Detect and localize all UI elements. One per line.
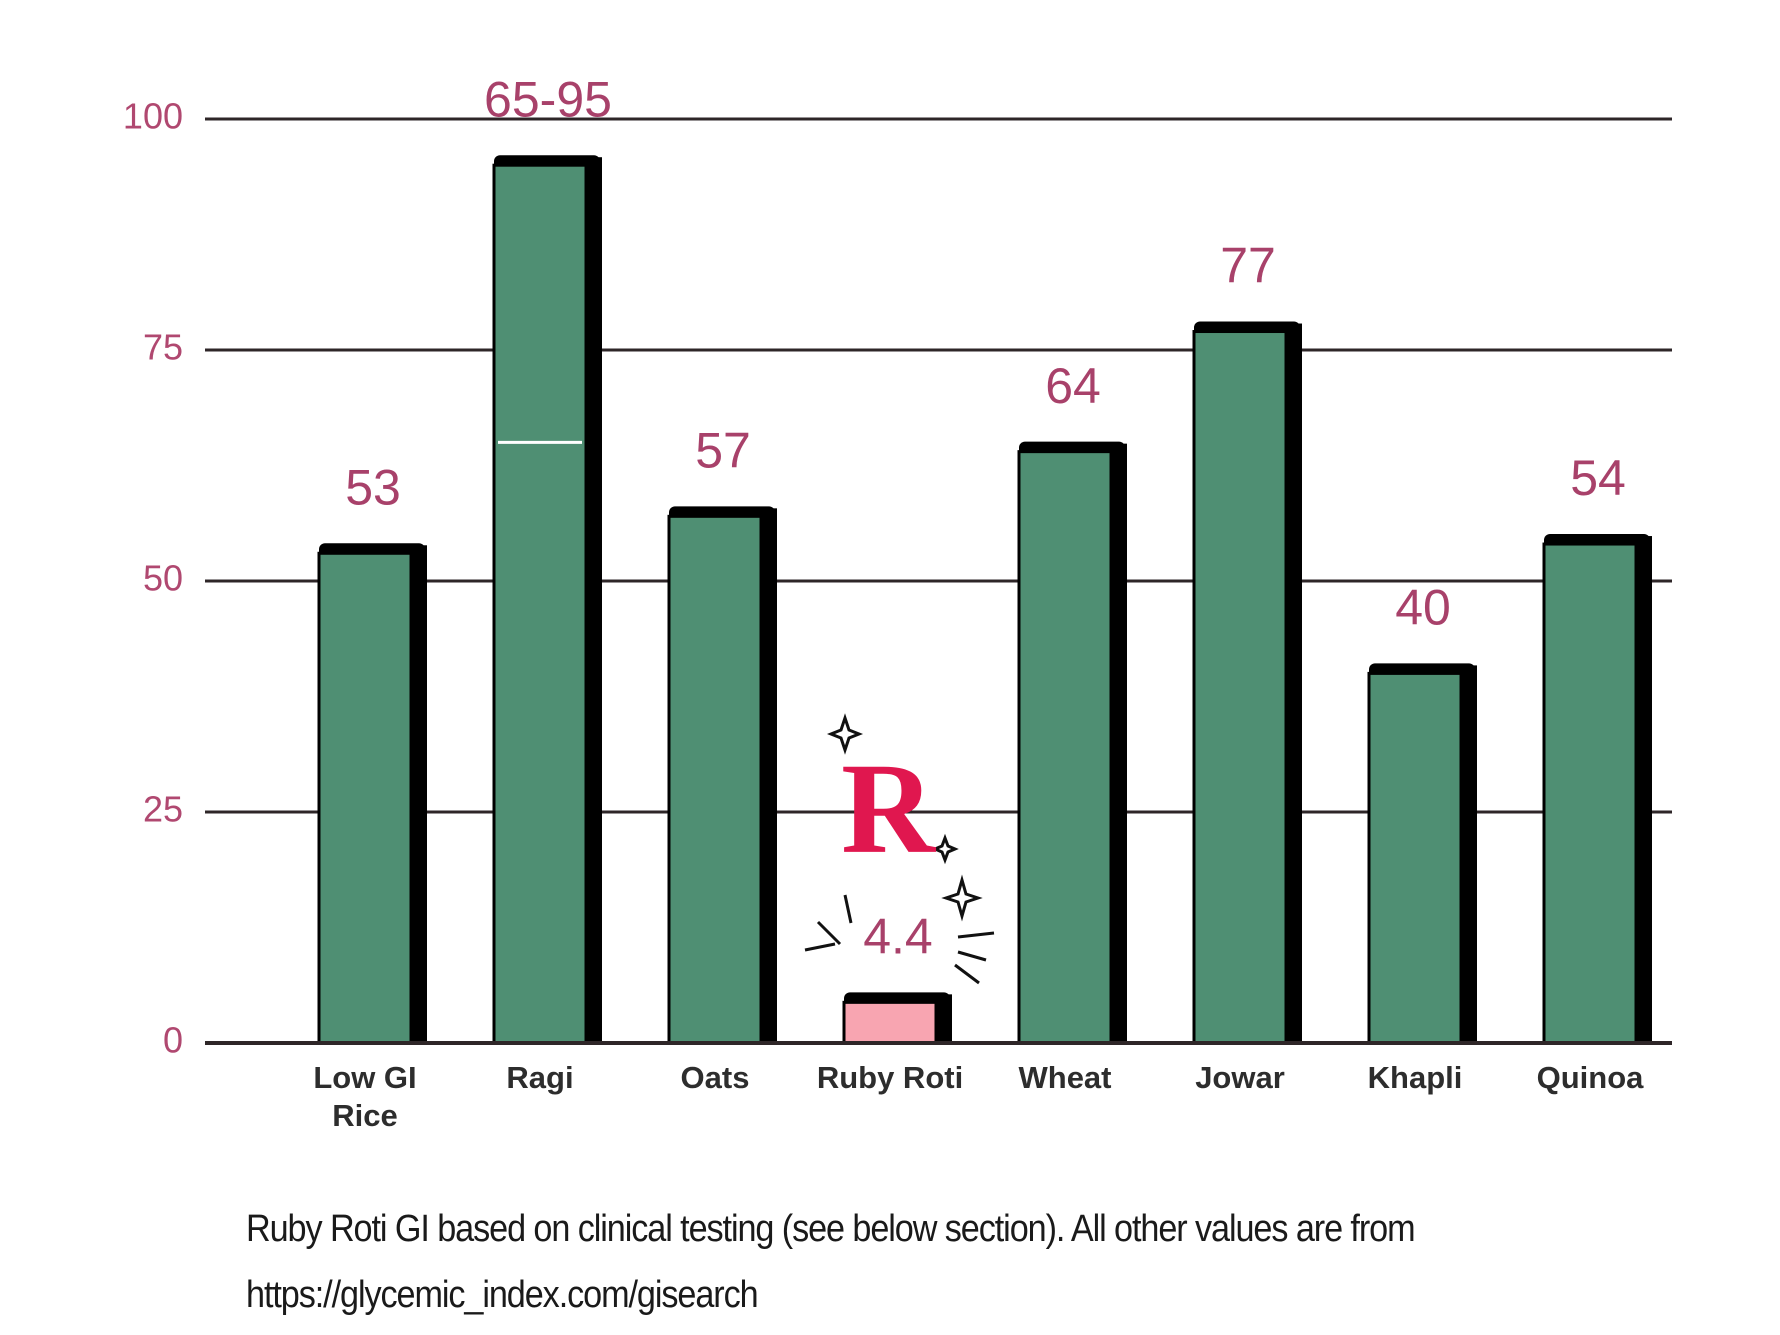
y-tick-label: 25 — [143, 789, 183, 830]
footnote: Ruby Roti GI based on clinical testing (… — [246, 1208, 1416, 1316]
sparkles — [804, 713, 995, 985]
x-tick-label: Wheat — [1018, 1060, 1112, 1095]
bar — [1017, 450, 1113, 1045]
y-tick-label: 0 — [163, 1020, 183, 1061]
x-tick-label: Jowar — [1195, 1060, 1285, 1095]
value-label: 65-95 — [484, 71, 612, 127]
value-label: 40 — [1395, 580, 1451, 636]
y-tick-label: 100 — [123, 96, 183, 137]
y-tick-label: 75 — [143, 327, 183, 368]
x-tick-label: Quinoa — [1536, 1060, 1644, 1095]
y-tick-label: 50 — [143, 558, 183, 599]
bar — [492, 163, 588, 1045]
plot: 0 25 50 75 100 53 65-95 57 4.4 64 77 40 54 — [123, 71, 1672, 1061]
bar — [842, 1000, 938, 1045]
bar — [1367, 671, 1463, 1045]
bar — [1542, 542, 1638, 1045]
bar — [667, 514, 763, 1045]
value-label: 77 — [1220, 238, 1276, 294]
bar — [317, 551, 413, 1045]
logo: R — [841, 737, 937, 881]
value-label: 54 — [1570, 450, 1626, 506]
x-tick-label: Oats — [680, 1060, 750, 1095]
x-tick-label: Ruby Roti — [816, 1060, 964, 1095]
value-label: 64 — [1045, 358, 1101, 414]
x-tick-label: Khapli — [1367, 1060, 1463, 1095]
x-tick-label: Ragi — [506, 1060, 574, 1095]
value-label: 4.4 — [863, 909, 933, 965]
x-tick-label: Low GI Rice — [313, 1060, 417, 1133]
value-label: 53 — [345, 459, 401, 515]
chart: 0 25 50 75 100 53 65-95 57 4.4 64 77 40 54 R — [123, 71, 1672, 1061]
bar — [1192, 330, 1288, 1045]
value-label: 57 — [695, 423, 751, 479]
